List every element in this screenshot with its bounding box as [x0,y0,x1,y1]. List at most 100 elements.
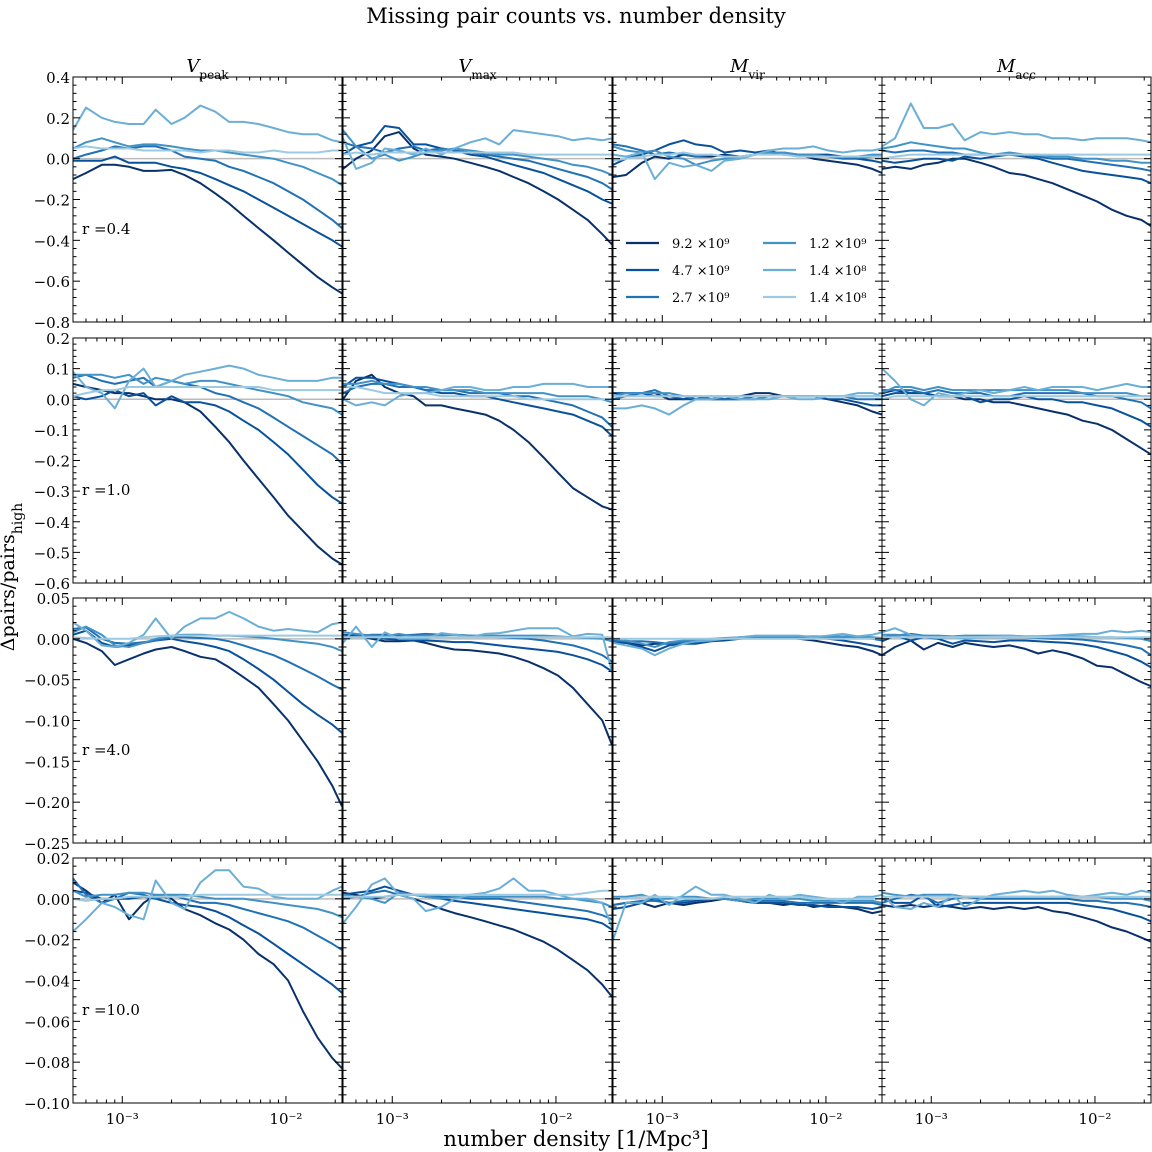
series-group [343,125,612,246]
y-tick-label: −0.08 [24,1054,70,1072]
column-header-peak: Vpeak [186,56,229,82]
panel-r2-c3 [881,597,1152,844]
series-group [882,367,1151,456]
panel-frame [72,337,343,584]
column-header-acc: Macc [996,56,1036,82]
panel-r3-c2: 10⁻³ 10⁻² [612,857,883,1128]
series-line-1 [73,637,342,807]
panel-r2-c0: 0.05 0.00 −0.05 −0.10 −0.15 −0.20 −0.25 r =4.0 [24,590,343,853]
x-tick-label: 10⁻² [539,1110,572,1128]
y-axis-label-text: Δpairs/pairshigh [0,503,26,651]
series-line-1 [613,392,882,416]
series-line-5 [343,382,612,407]
panel-r1-c1 [342,337,613,584]
series-line-6 [73,145,342,154]
legend-label: 2.7 ×10⁹ [672,291,729,306]
panel-frame [72,597,343,844]
y-tick-label: −0.05 [24,672,70,690]
y-tick-label: −0.04 [24,973,70,991]
x-tick-label: 10⁻³ [106,1110,139,1128]
series-line-6 [882,395,1151,401]
legend: 9.2 ×10⁹ 4.7 ×10⁹ 2.7 ×10⁹ 1.2 ×10⁹ 1.4 ×10⁸… [626,237,866,306]
y-tick-label: −0.1 [34,422,70,440]
panel-grid: Vpeak 0.4 0.2 0.0 −0.2 −0.4 −0.6 −0.8 r =0.4 Vmax… [24,56,1152,1128]
panel-r3-c0: 0.02 0.00 −0.02 −0.04 −0.06 −0.08 −0.10 r =10.0… [24,850,343,1128]
series-line-2 [343,125,612,205]
row-label: r =0.4 [82,220,130,238]
series-line-2 [343,885,612,931]
series-line-5 [882,889,1151,910]
series-line-2 [73,389,342,505]
series-line-4 [73,889,342,919]
series-line-4 [882,386,1151,398]
y-tick-label: −0.25 [24,835,70,853]
series-line-4 [73,373,342,416]
y-tick-label: 0.05 [37,590,70,608]
row-label: r =4.0 [82,741,130,759]
y-tick-label: −0.4 [34,514,70,532]
series-line-6 [343,386,612,401]
series-line-3 [882,893,1151,908]
series-line-6 [73,893,342,902]
panel-frame [342,337,613,584]
x-tick-label: 10⁻³ [646,1110,679,1128]
y-tick-label: 0.2 [46,330,70,348]
y-tick-label: −0.5 [34,544,70,562]
legend-label: 9.2 ×10⁹ [672,237,729,252]
y-tick-label: −0.10 [24,1095,70,1113]
legend-entry-4: 1.2 ×10⁹ [763,237,866,252]
series-group [882,889,1151,943]
series-line-5 [613,885,882,941]
series-group [343,373,612,511]
legend-entry-1: 9.2 ×10⁹ [626,237,729,252]
series-group [73,610,342,807]
x-axis-label: number density [1/Mpc³] [443,1127,708,1151]
series-group [343,877,612,998]
series-line-5 [343,625,612,672]
x-tick-label: 10⁻³ [376,1110,409,1128]
x-tick-label: 10⁻² [809,1110,842,1128]
series-line-5 [73,610,342,648]
series-group [613,631,882,657]
panel-r2-c2 [612,597,883,844]
series-line-1 [343,634,612,746]
panel-r3-c1: 10⁻³ 10⁻² [342,857,613,1128]
panel-r0-c3: Macc [881,56,1152,323]
series-line-3 [73,373,342,465]
series-line-5 [73,104,342,144]
series-line-5 [73,869,342,933]
series-line-5 [882,102,1151,148]
series-line-5 [613,145,882,181]
series-line-1 [882,157,1151,227]
series-line-2 [343,633,612,673]
column-header-sub: acc [1015,68,1036,82]
panel-frame [342,857,613,1104]
series-line-1 [73,382,342,566]
row-label: r =1.0 [82,481,130,499]
legend-label: 4.7 ×10⁹ [672,264,729,279]
series-line-2 [882,392,1151,428]
x-tick-label: 10⁻² [269,1110,302,1128]
legend-entry-2: 4.7 ×10⁹ [626,264,729,279]
series-line-4 [73,137,342,187]
series-group [343,625,612,746]
column-header-main: V [458,56,473,77]
series-line-6 [613,151,882,162]
series-line-6 [882,153,1151,160]
series-line-5 [882,367,1151,407]
y-tick-label: −0.2 [34,192,70,210]
y-tick-label: −0.4 [34,232,70,250]
series-group [73,104,342,295]
x-tick-label: 10⁻² [1078,1110,1111,1128]
series-line-5 [73,364,342,410]
series-group [613,885,882,941]
y-tick-label: −0.3 [34,483,70,501]
y-axis-label: Δpairs/pairshigh [0,503,26,651]
series-line-1 [73,163,342,295]
y-tick-label: 0.0 [46,391,70,409]
column-header-main: V [186,56,201,77]
series-line-1 [882,904,1151,943]
y-tick-label: 0.1 [46,361,70,379]
panel-frame [342,597,613,844]
